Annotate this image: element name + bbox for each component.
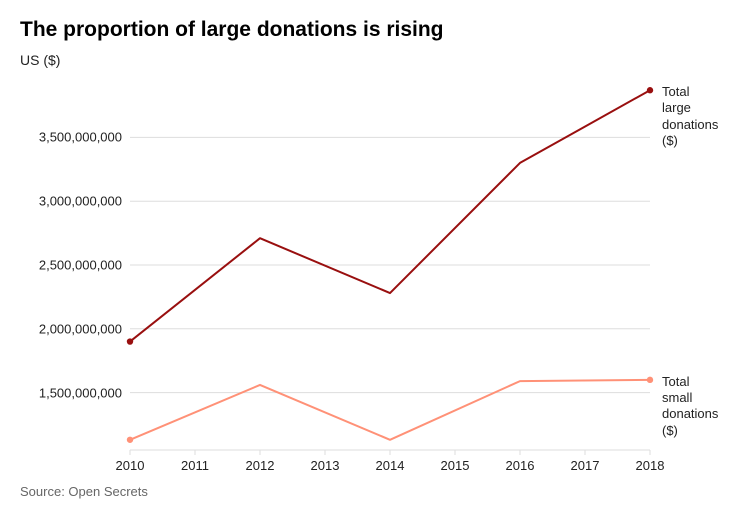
chart-stage: The proportion of large donations is ris… [0,0,754,511]
y-tick-label: 3,000,000,000 [22,194,122,209]
x-tick-label: 2017 [571,458,600,473]
y-tick-label: 1,500,000,000 [22,385,122,400]
x-tick-label: 2014 [376,458,405,473]
y-tick-label: 2,000,000,000 [22,321,122,336]
series-label-small: Totalsmalldonations($) [662,374,742,439]
series-label-large: Totallargedonations($) [662,84,742,149]
y-tick-label: 2,500,000,000 [22,258,122,273]
x-tick-label: 2015 [441,458,470,473]
chart-plot [0,0,754,511]
x-tick-label: 2018 [636,458,665,473]
x-tick-label: 2010 [116,458,145,473]
y-tick-label: 3,500,000,000 [22,130,122,145]
x-tick-label: 2016 [506,458,535,473]
chart-source: Source: Open Secrets [20,484,148,499]
x-tick-label: 2012 [246,458,275,473]
x-tick-label: 2013 [311,458,340,473]
x-tick-label: 2011 [181,458,209,473]
